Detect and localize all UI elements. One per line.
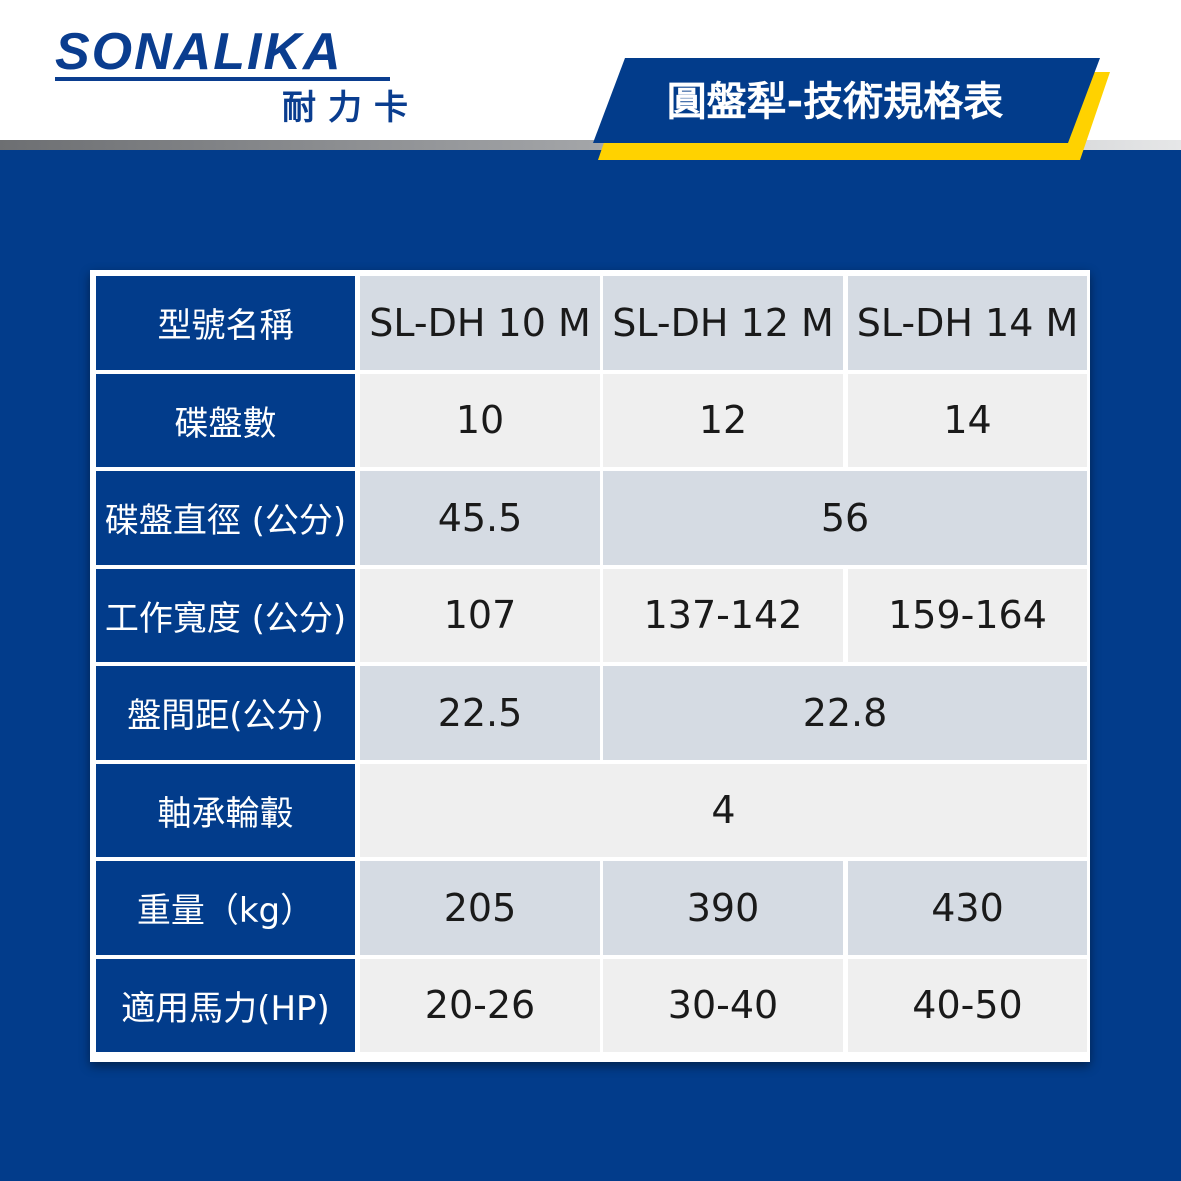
table-cell: 22.5 (360, 666, 600, 760)
row-label: 盤間距(公分) (96, 666, 355, 760)
row-label: 軸承輪轂 (96, 763, 355, 857)
row-label: 碟盤數 (96, 373, 355, 467)
table-cell: 14 (848, 373, 1087, 467)
brand-cn: 耐力卡 (282, 88, 420, 128)
table-cell: 390 (603, 861, 843, 955)
table-cell: 430 (848, 861, 1087, 955)
table-cell: 205 (360, 861, 600, 955)
row-label: 重量（kg） (96, 861, 355, 955)
table-cell: 45.5 (360, 471, 600, 565)
table-cell: 22.8 (603, 666, 1087, 760)
table-cell: SL-DH 12 M (603, 276, 843, 370)
row-label: 工作寬度 (公分) (96, 568, 355, 662)
logo-rule (55, 77, 390, 81)
row-label: 碟盤直徑 (公分) (96, 471, 355, 565)
table-cell: SL-DH 14 M (848, 276, 1087, 370)
table-cell: 40-50 (848, 958, 1087, 1052)
table-cell: 107 (360, 568, 600, 662)
table-cell: 30-40 (603, 958, 843, 1052)
table-cell: SL-DH 10 M (360, 276, 600, 370)
table-cell: 10 (360, 373, 600, 467)
title: 圓盤犁-技術規格表 (666, 79, 1004, 125)
table-cell: 159-164 (848, 568, 1087, 662)
table-cell: 12 (603, 373, 843, 467)
table-cell: 137-142 (603, 568, 843, 662)
row-label: 適用馬力(HP) (96, 958, 355, 1052)
row-label: 型號名稱 (96, 276, 355, 370)
title-banner (593, 58, 1110, 160)
spec-table: 型號名稱 SL-DH 10 M SL-DH 12 M SL-DH 14 M 碟盤數 10 1… (90, 270, 1090, 1062)
brand-logo: SONALIKA (55, 23, 343, 81)
banner-shape (593, 58, 1100, 143)
table-cell: 56 (603, 471, 1087, 565)
table-cell: 20-26 (360, 958, 600, 1052)
table-cell: 4 (360, 763, 1087, 857)
